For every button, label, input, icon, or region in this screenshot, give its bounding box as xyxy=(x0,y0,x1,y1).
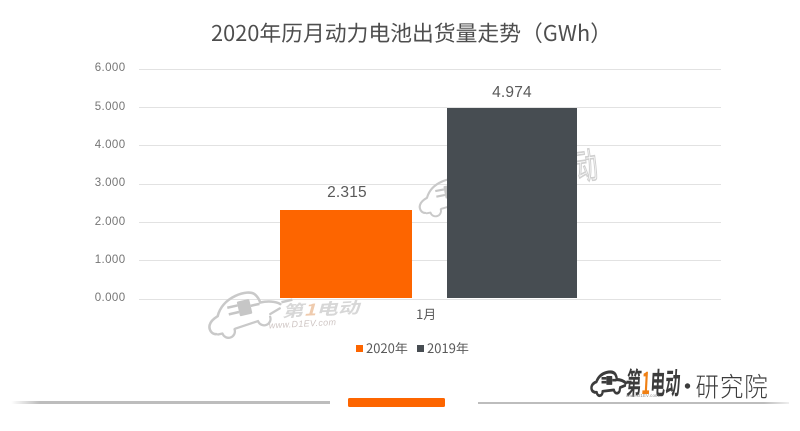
svg-text:www.D1EV.com: www.D1EV.com xyxy=(626,393,659,398)
svg-text:www.D1EV.com: www.D1EV.com xyxy=(269,317,337,331)
